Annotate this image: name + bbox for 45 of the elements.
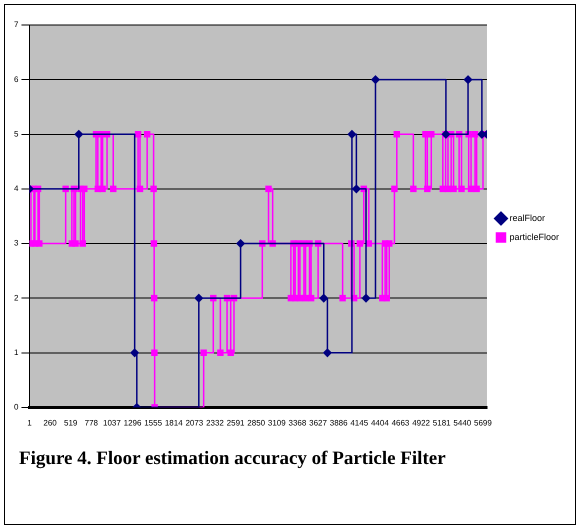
y-tick-label: 0 bbox=[14, 402, 19, 412]
point bbox=[74, 130, 84, 139]
point bbox=[371, 75, 380, 84]
x-tick-label: 2332 bbox=[206, 418, 224, 428]
x-tick-label: 3627 bbox=[309, 418, 328, 428]
x-tick-label: 5181 bbox=[432, 418, 452, 428]
x-tick-label: 2073 bbox=[185, 418, 204, 428]
point bbox=[130, 348, 139, 358]
x-tick-label: 4922 bbox=[412, 418, 431, 428]
y-tick-label: 2 bbox=[14, 293, 19, 302]
x-tick-label: 2591 bbox=[226, 418, 246, 428]
y-tick-label: 7 bbox=[14, 20, 19, 30]
x-tick-label: 1 bbox=[27, 418, 32, 428]
legend-label: realFloor bbox=[509, 212, 545, 223]
point bbox=[352, 184, 361, 194]
x-tick-label: 3368 bbox=[288, 418, 307, 428]
point bbox=[362, 294, 370, 302]
x-tick-label: 260 bbox=[43, 418, 58, 428]
x-tick-label: 4663 bbox=[392, 418, 410, 428]
y-tick-label: 4 bbox=[14, 184, 19, 194]
y-tick-label: 6 bbox=[14, 74, 19, 84]
y-tick-label: 5 bbox=[14, 129, 19, 138]
x-tick-label: 1555 bbox=[144, 418, 163, 428]
x-tick-label: 4145 bbox=[350, 418, 369, 428]
point bbox=[236, 239, 245, 248]
legend-label: particleFloor bbox=[509, 232, 560, 242]
x-tick-label: 778 bbox=[84, 418, 99, 428]
y-tick-label: 1 bbox=[14, 348, 19, 357]
x-tick-label: 3886 bbox=[330, 418, 348, 428]
text: Figure 4. Floor estimation accuracy of Particle Filter bbox=[19, 447, 447, 471]
x-tick-label: 519 bbox=[64, 418, 78, 428]
point bbox=[348, 130, 356, 139]
x-tick-label: 1037 bbox=[103, 418, 122, 428]
x-tick-label: 5699 bbox=[474, 418, 492, 428]
y-tick-label: 3 bbox=[14, 238, 19, 248]
x-tick-label: 5440 bbox=[453, 418, 472, 428]
point bbox=[320, 294, 328, 302]
x-tick-label: 3109 bbox=[268, 418, 286, 428]
point bbox=[323, 348, 332, 358]
x-tick-label: 2850 bbox=[247, 418, 266, 428]
x-tick-label: 1296 bbox=[124, 418, 142, 428]
point bbox=[194, 294, 204, 302]
x-tick-label: 1814 bbox=[164, 418, 184, 428]
point bbox=[464, 75, 472, 84]
x-tick-label: 4404 bbox=[370, 418, 390, 428]
